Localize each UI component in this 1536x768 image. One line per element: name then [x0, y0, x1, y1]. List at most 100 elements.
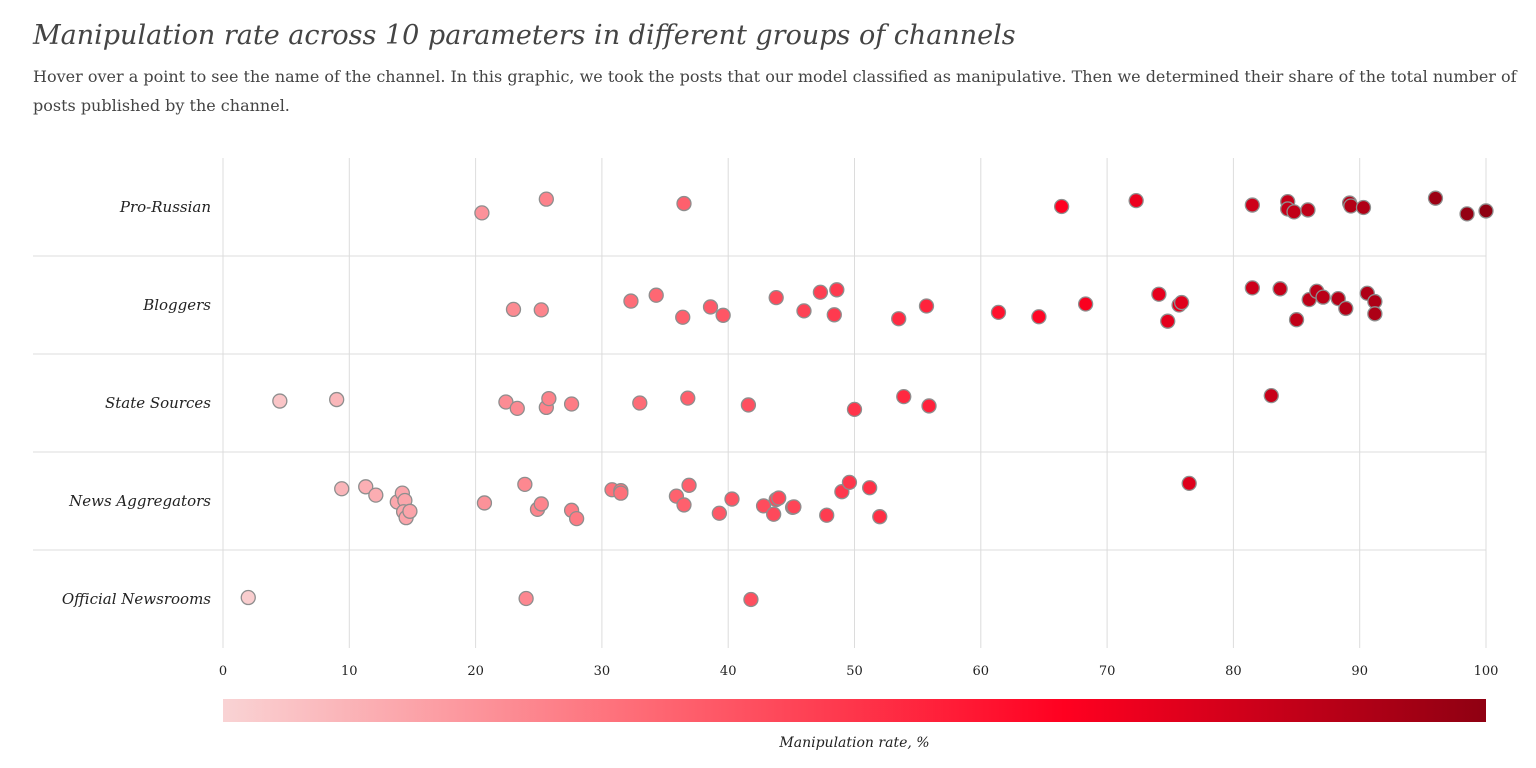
data-point[interactable]	[1160, 313, 1176, 329]
data-point[interactable]	[568, 510, 585, 527]
category-label: Bloggers	[142, 296, 211, 314]
data-point[interactable]	[1367, 306, 1383, 322]
data-point[interactable]	[509, 400, 525, 417]
data-point[interactable]	[402, 503, 418, 519]
data-point[interactable]	[1244, 197, 1260, 213]
category-label: State Sources	[105, 394, 211, 412]
data-point[interactable]	[676, 195, 692, 212]
x-tick-label: 90	[1351, 664, 1368, 679]
color-scale-title: Manipulation rate, %	[778, 735, 929, 751]
data-point[interactable]	[896, 388, 912, 405]
data-point[interactable]	[990, 304, 1007, 321]
data-point[interactable]	[334, 481, 350, 497]
data-point[interactable]	[505, 301, 522, 318]
data-point[interactable]	[826, 307, 842, 323]
data-point[interactable]	[517, 476, 533, 492]
data-point[interactable]	[1173, 294, 1190, 311]
data-point[interactable]	[740, 397, 757, 413]
chart-title: Manipulation rate across 10 parameters i…	[33, 20, 1016, 51]
data-point[interactable]	[676, 497, 692, 513]
category-label: Official Newsrooms	[62, 590, 211, 608]
data-point[interactable]	[358, 479, 374, 495]
x-tick-label: 80	[1225, 664, 1242, 679]
data-point[interactable]	[1128, 192, 1144, 209]
data-point[interactable]	[812, 284, 829, 300]
data-point[interactable]	[711, 505, 728, 521]
data-point[interactable]	[1288, 312, 1305, 328]
x-tick-label: 0	[219, 664, 227, 679]
data-point[interactable]	[862, 480, 878, 496]
data-point[interactable]	[819, 507, 835, 523]
data-point[interactable]	[1300, 202, 1316, 218]
data-point[interactable]	[563, 396, 580, 412]
data-point[interactable]	[918, 298, 935, 314]
data-point[interactable]	[715, 307, 731, 323]
data-point[interactable]	[1031, 309, 1047, 325]
data-point[interactable]	[518, 590, 534, 607]
data-point[interactable]	[841, 474, 858, 491]
data-point[interactable]	[1315, 289, 1331, 305]
data-point[interactable]	[533, 302, 549, 318]
data-point[interactable]	[538, 191, 554, 207]
category-label: News Aggregators	[68, 492, 211, 510]
data-point[interactable]	[272, 393, 288, 409]
data-point[interactable]	[743, 591, 759, 608]
data-point[interactable]	[724, 491, 740, 507]
data-point[interactable]	[1338, 300, 1354, 317]
x-tick-label: 100	[1474, 664, 1499, 679]
x-tick-label: 70	[1099, 664, 1116, 679]
x-tick-label: 20	[467, 664, 484, 679]
data-point[interactable]	[1244, 280, 1260, 296]
data-point[interactable]	[846, 401, 863, 418]
data-point[interactable]	[891, 311, 907, 327]
data-point[interactable]	[613, 485, 629, 501]
data-point[interactable]	[623, 293, 639, 309]
data-point[interactable]	[1286, 204, 1302, 220]
data-point[interactable]	[1355, 199, 1372, 216]
data-point[interactable]	[872, 509, 888, 525]
data-point[interactable]	[1343, 198, 1359, 214]
data-point[interactable]	[1151, 286, 1167, 302]
data-point[interactable]	[368, 487, 384, 503]
data-point[interactable]	[240, 589, 256, 606]
data-point[interactable]	[329, 391, 345, 408]
data-point[interactable]	[755, 498, 772, 514]
data-point[interactable]	[1263, 387, 1279, 404]
data-point[interactable]	[1272, 281, 1288, 297]
x-tick-label: 40	[720, 664, 737, 679]
x-tick-label: 10	[341, 664, 358, 679]
data-point[interactable]	[476, 495, 493, 511]
data-point[interactable]	[921, 398, 937, 414]
data-point[interactable]	[766, 506, 782, 522]
data-point[interactable]	[474, 205, 490, 221]
data-point[interactable]	[1478, 203, 1494, 219]
x-tick-label: 60	[973, 664, 990, 679]
x-tick-label: 30	[594, 664, 611, 679]
data-point[interactable]	[675, 309, 691, 325]
data-point[interactable]	[786, 499, 802, 515]
x-axis: 0 10 20 30 40 50 60 70 80 90 100	[219, 664, 1499, 679]
data-point[interactable]	[681, 477, 697, 493]
data-point[interactable]	[680, 390, 696, 406]
data-point[interactable]	[632, 395, 648, 411]
data-point[interactable]	[771, 490, 787, 506]
grid	[33, 158, 1487, 648]
category-label: Pro-Russian	[119, 198, 211, 216]
data-point[interactable]	[498, 394, 514, 410]
data-points	[240, 190, 1494, 608]
data-point[interactable]	[533, 496, 549, 512]
data-point[interactable]	[1077, 296, 1094, 312]
data-point[interactable]	[1053, 198, 1070, 215]
color-legend: Manipulation rate, %	[223, 699, 1486, 751]
data-point[interactable]	[1427, 190, 1444, 206]
data-point[interactable]	[829, 282, 845, 298]
data-point[interactable]	[796, 303, 812, 319]
x-tick-label: 50	[846, 664, 863, 679]
data-point[interactable]	[702, 299, 719, 315]
data-point[interactable]	[1459, 206, 1475, 222]
data-point[interactable]	[1181, 475, 1197, 492]
data-point[interactable]	[768, 289, 784, 306]
data-point[interactable]	[648, 287, 664, 303]
data-point[interactable]	[541, 390, 557, 407]
